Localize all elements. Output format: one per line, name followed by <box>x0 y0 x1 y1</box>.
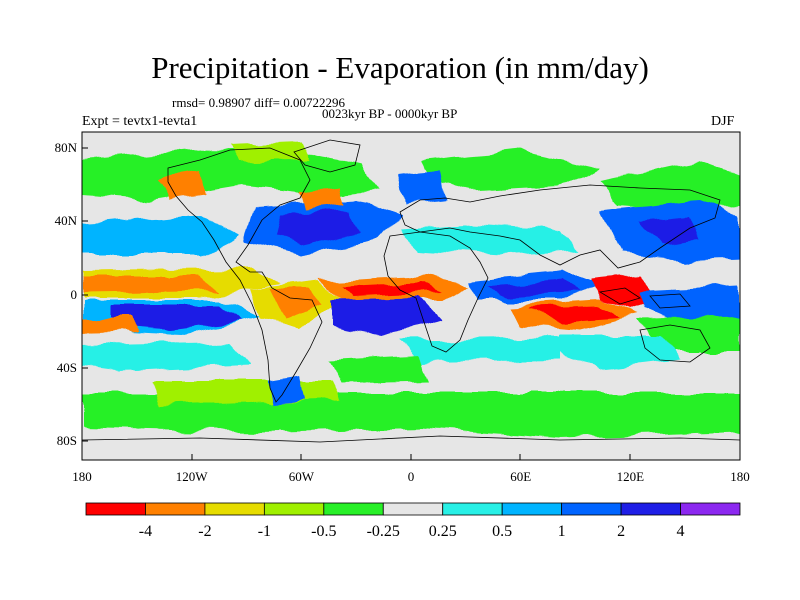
colorbar-swatch <box>145 502 206 516</box>
map-plot-area <box>82 132 740 460</box>
colorbar-label: -0.5 <box>311 523 336 540</box>
season-label: DJF <box>711 114 735 129</box>
stats-line: rmsd= 0.98907 diff= 0.00722296 <box>172 95 345 110</box>
colorbar-label: -2 <box>198 523 211 540</box>
colorbar-swatch <box>85 502 146 516</box>
colorbar-label: 0.5 <box>492 523 512 540</box>
colorbar-swatch <box>442 502 503 516</box>
lon-tick-label: 180 <box>72 469 92 484</box>
lat-tick-label: 80N <box>55 140 78 155</box>
colorbar-label: -1 <box>258 523 271 540</box>
colorbar-label: -0.25 <box>367 523 400 540</box>
period-label: 0023kyr BP - 0000kyr BP <box>322 106 458 121</box>
field-anomalies <box>82 142 740 438</box>
colorbar-swatch <box>680 502 741 516</box>
colorbar-swatch <box>501 502 563 516</box>
lat-tick-label: 0 <box>71 287 78 302</box>
colorbar-label: 1 <box>558 523 566 540</box>
lon-tick-label: 0 <box>408 469 415 484</box>
lat-tick-label: 40S <box>57 360 77 375</box>
lat-tick-label: 40N <box>55 213 78 228</box>
lon-tick-label: 180 <box>730 469 750 484</box>
colorbar-swatch <box>263 502 325 516</box>
coastlines <box>82 139 740 443</box>
longitude-labels: 180 120W 60W 0 60E 120E 180 <box>72 469 750 484</box>
lon-tick-label: 120E <box>617 469 645 484</box>
colorbar-swatch <box>561 502 622 516</box>
colorbar-swatch <box>620 502 681 516</box>
lon-tick-label: 60E <box>510 469 531 484</box>
latitude-labels: 80N 40N 0 40S 80S <box>55 140 78 448</box>
colorbar: -4 -2 -1 -0.5 -0.25 0.25 0.5 1 2 4 <box>85 502 741 540</box>
lat-tick-label: 80S <box>57 433 77 448</box>
colorbar-label: 4 <box>677 523 685 540</box>
colorbar-label: 2 <box>617 523 625 540</box>
lon-tick-label: 60W <box>289 469 315 484</box>
colorbar-label: -4 <box>139 523 152 540</box>
experiment-label: Expt = tevtx1-tevta1 <box>82 114 198 129</box>
lon-tick-label: 120W <box>176 469 209 484</box>
axis-ticks <box>81 147 741 460</box>
colorbar-swatch <box>204 502 265 516</box>
map-title: Precipitation - Evaporation (in mm/day) <box>151 50 649 85</box>
colorbar-swatch <box>382 502 444 516</box>
colorbar-label: 0.25 <box>429 523 457 540</box>
colorbar-swatch <box>323 502 384 516</box>
